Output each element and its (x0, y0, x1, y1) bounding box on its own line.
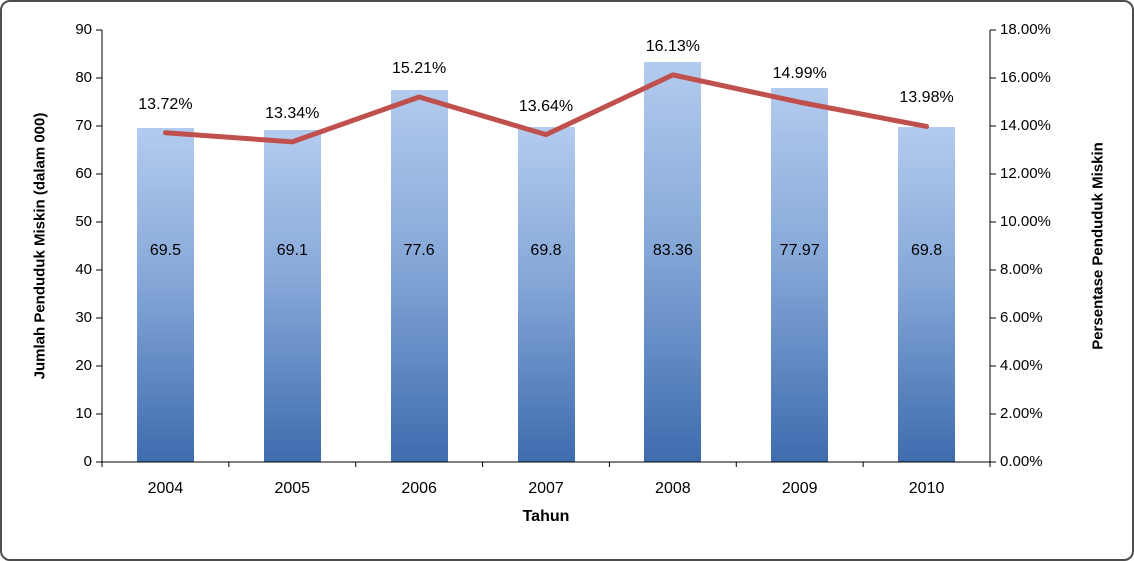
x-label-2005: 2005 (274, 480, 311, 497)
line-label-2006: 15.21% (392, 59, 447, 77)
x-label-2008: 2008 (655, 480, 691, 497)
bar-label-2007: 69.8 (530, 241, 562, 259)
x-axis-title: Tahun (522, 508, 570, 525)
line-label-2007: 13.64% (518, 97, 574, 115)
left-axis-tick-label: 90 (75, 21, 92, 38)
bar-label-2006: 77.6 (403, 241, 435, 259)
left-axis-tick-label: 20 (75, 357, 92, 374)
bar-2004 (136, 128, 194, 462)
bar-2010 (898, 126, 956, 462)
right-axis-tick-label: 14.00% (1000, 117, 1051, 134)
x-label-2006: 2006 (401, 480, 437, 497)
left-axis-tick-label: 60 (75, 165, 92, 182)
line-label-2010: 13.98% (899, 89, 954, 107)
right-axis-tick-label: 8.00% (1000, 261, 1043, 278)
left-axis-tick-label: 10 (75, 405, 92, 422)
left-axis-title: Jumlah Penduduk Miskin (dalam 000) (31, 112, 49, 380)
right-axis-tick-label: 4.00% (1000, 357, 1043, 374)
line-label-2008: 16.13% (645, 37, 700, 55)
right-axis-tick-label: 2.00% (1000, 405, 1043, 422)
x-label-2010: 2010 (908, 480, 945, 497)
right-axis-tick-label: 6.00% (1000, 309, 1043, 326)
right-axis-title: Persentase Penduduk Miskin (1089, 142, 1107, 350)
bar-label-2005: 69.1 (276, 241, 308, 259)
bar-2009 (771, 87, 829, 462)
right-axis-tick-label: 12.00% (1000, 165, 1051, 182)
bar-label-2004: 69.5 (149, 241, 181, 259)
right-axis-tick-label: 16.00% (1000, 69, 1051, 86)
left-axis-tick-label: 40 (75, 261, 92, 278)
left-axis-tick-label: 70 (75, 117, 92, 134)
x-label-2007: 2007 (528, 480, 564, 497)
right-axis-tick-label: 0.00% (1000, 453, 1043, 470)
bar-label-2008: 83.36 (652, 241, 693, 259)
bar-label-2010: 69.8 (910, 241, 943, 259)
bar-2006 (390, 89, 448, 462)
bar-2007 (517, 126, 575, 462)
left-axis-tick-label: 50 (75, 213, 92, 230)
line-label-2009: 14.99% (772, 65, 827, 83)
right-axis-tick-label: 10.00% (1000, 213, 1051, 230)
bar-2008 (644, 61, 702, 462)
line-label-2005: 13.34% (265, 104, 320, 122)
line-label-2004: 13.72% (138, 95, 193, 113)
bar-2005 (263, 130, 321, 462)
left-axis-tick-label: 30 (75, 309, 92, 326)
x-label-2009: 2009 (781, 480, 818, 497)
left-axis-tick-label: 80 (75, 69, 92, 86)
left-axis-tick-label: 0 (83, 453, 92, 470)
x-label-2004: 2004 (147, 480, 184, 497)
bar-label-2009: 77.97 (779, 241, 820, 259)
right-axis-tick-label: 18.00% (1000, 21, 1051, 38)
